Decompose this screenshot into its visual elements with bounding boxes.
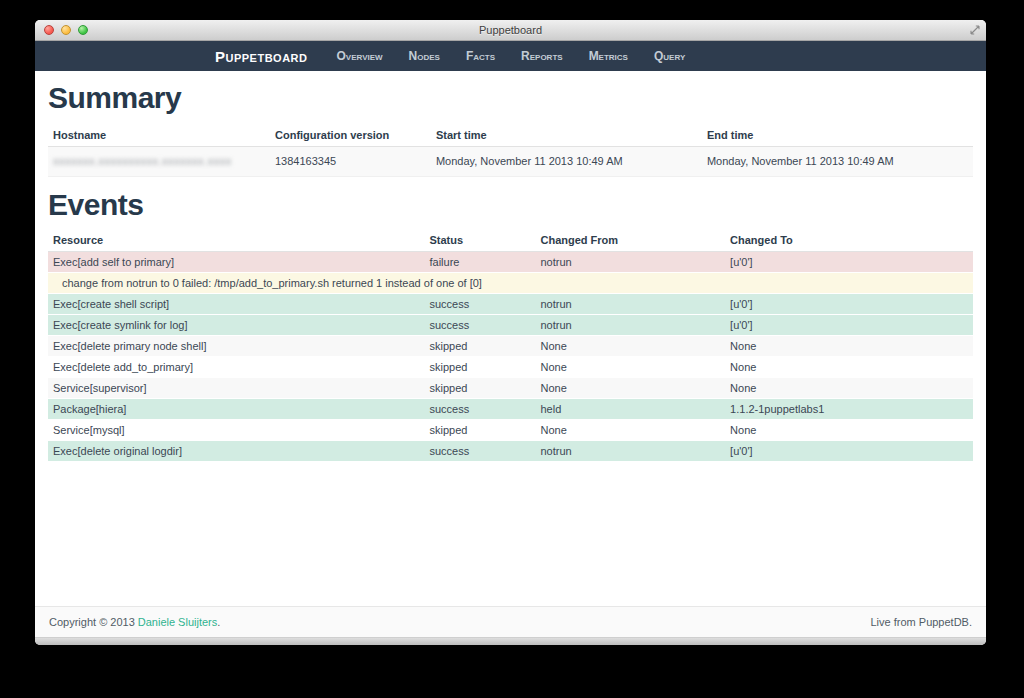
event-changed-from: notrun xyxy=(535,315,725,336)
author-link[interactable]: Daniele Sluijters xyxy=(138,616,217,628)
events-table: Resource Status Changed From Changed To … xyxy=(48,229,973,461)
col-status: Status xyxy=(424,229,535,252)
event-row: Exec[add self to primary]failurenotrun[u… xyxy=(48,252,973,273)
start-time-cell: Monday, November 11 2013 10:49 AM xyxy=(431,147,702,177)
event-status: skipped xyxy=(424,357,535,378)
event-changed-from: notrun xyxy=(535,294,725,315)
hostname-cell: xxxxxxx.xxxxxxxxxx.xxxxxxx.xxxx xyxy=(48,147,270,177)
configuration-version-cell: 1384163345 xyxy=(270,147,431,177)
event-changed-from: held xyxy=(535,399,725,420)
event-changed-from: None xyxy=(535,357,725,378)
event-message: change from notrun to 0 failed: /tmp/add… xyxy=(48,273,973,294)
end-time-cell: Monday, November 11 2013 10:49 AM xyxy=(702,147,973,177)
nav-item-nodes[interactable]: Nodes xyxy=(396,49,453,63)
fullscreen-icon[interactable] xyxy=(970,25,980,35)
col-hostname: Hostname xyxy=(48,124,270,147)
col-start-time: Start time xyxy=(431,124,702,147)
event-changed-from: None xyxy=(535,378,725,399)
event-changed-to: 1.1.2-1puppetlabs1 xyxy=(725,399,973,420)
event-status: success xyxy=(424,294,535,315)
copyright: Copyright © 2013Daniele Sluijters. xyxy=(49,616,220,628)
window-title: Puppetboard xyxy=(479,24,542,36)
event-row: Package[hiera]successheld1.1.2-1puppetla… xyxy=(48,399,973,420)
col-resource: Resource xyxy=(48,229,424,252)
event-changed-to: None xyxy=(725,357,973,378)
event-changed-to: [u'0'] xyxy=(725,441,973,462)
summary-header-row: Hostname Configuration version Start tim… xyxy=(48,124,973,147)
events-table-body: Exec[add self to primary]failurenotrun[u… xyxy=(48,252,973,462)
event-resource: Exec[delete original logdir] xyxy=(48,441,424,462)
event-resource: Exec[delete primary node shell] xyxy=(48,336,424,357)
col-configuration-version: Configuration version xyxy=(270,124,431,147)
event-changed-to: [u'0'] xyxy=(725,315,973,336)
col-changed-from: Changed From xyxy=(535,229,725,252)
col-changed-to: Changed To xyxy=(725,229,973,252)
event-status: skipped xyxy=(424,378,535,399)
puppetdb-status: Live from PuppetDB. xyxy=(871,616,973,628)
event-status: success xyxy=(424,315,535,336)
zoom-window-button[interactable] xyxy=(78,25,88,35)
event-changed-from: notrun xyxy=(535,252,725,273)
event-changed-to: [u'0'] xyxy=(725,294,973,315)
main-navbar: Puppetboard OverviewNodesFactsReportsMet… xyxy=(35,41,986,71)
event-changed-from: None xyxy=(535,420,725,441)
nav-item-overview[interactable]: Overview xyxy=(324,49,396,63)
event-row: Service[mysql]skippedNoneNone xyxy=(48,420,973,441)
event-resource: Package[hiera] xyxy=(48,399,424,420)
copyright-suffix: . xyxy=(217,616,220,628)
events-heading: Events xyxy=(48,188,973,222)
main-content: Summary Hostname Configuration version S… xyxy=(35,71,986,606)
copyright-text: Copyright © 2013 xyxy=(49,616,135,628)
event-changed-to: None xyxy=(725,378,973,399)
event-status: skipped xyxy=(424,336,535,357)
window-titlebar: Puppetboard xyxy=(35,20,986,41)
event-row: Exec[create shell script]successnotrun[u… xyxy=(48,294,973,315)
nav-item-facts[interactable]: Facts xyxy=(453,49,508,63)
event-resource: Exec[create symlink for log] xyxy=(48,315,424,336)
window-controls xyxy=(44,25,88,35)
event-changed-from: None xyxy=(535,336,725,357)
event-row: Exec[delete original logdir]successnotru… xyxy=(48,441,973,462)
nav-item-metrics[interactable]: Metrics xyxy=(576,49,641,63)
event-changed-to: [u'0'] xyxy=(725,252,973,273)
event-row: Service[supervisor]skippedNoneNone xyxy=(48,378,973,399)
event-resource: Exec[add self to primary] xyxy=(48,252,424,273)
hostname-redacted: xxxxxxx.xxxxxxxxxx.xxxxxxx.xxxx xyxy=(53,155,232,167)
event-resource: Service[mysql] xyxy=(48,420,424,441)
col-end-time: End time xyxy=(702,124,973,147)
nav-item-reports[interactable]: Reports xyxy=(508,49,576,63)
navbar-brand[interactable]: Puppetboard xyxy=(215,48,308,65)
event-resource: Service[supervisor] xyxy=(48,378,424,399)
desktop-background: Puppetboard Puppetboard OverviewNodesFac… xyxy=(0,0,1024,698)
summary-heading: Summary xyxy=(48,81,973,115)
summary-row: xxxxxxx.xxxxxxxxxx.xxxxxxx.xxxx 13841633… xyxy=(48,147,973,177)
event-status: success xyxy=(424,399,535,420)
nav-item-query[interactable]: Query xyxy=(641,49,698,63)
event-resource: Exec[delete add_to_primary] xyxy=(48,357,424,378)
window-bottom-edge xyxy=(35,637,986,645)
summary-table: Hostname Configuration version Start tim… xyxy=(48,124,973,177)
event-row: Exec[create symlink for log]successnotru… xyxy=(48,315,973,336)
navbar-items: OverviewNodesFactsReportsMetricsQuery xyxy=(324,49,699,63)
close-window-button[interactable] xyxy=(44,25,54,35)
event-status: failure xyxy=(424,252,535,273)
minimize-window-button[interactable] xyxy=(61,25,71,35)
event-status: skipped xyxy=(424,420,535,441)
event-changed-to: None xyxy=(725,420,973,441)
event-changed-to: None xyxy=(725,336,973,357)
event-status: success xyxy=(424,441,535,462)
browser-window: Puppetboard Puppetboard OverviewNodesFac… xyxy=(35,20,986,645)
event-message-row: change from notrun to 0 failed: /tmp/add… xyxy=(48,273,973,294)
events-header-row: Resource Status Changed From Changed To xyxy=(48,229,973,252)
event-changed-from: notrun xyxy=(535,441,725,462)
event-row: Exec[delete add_to_primary]skippedNoneNo… xyxy=(48,357,973,378)
event-row: Exec[delete primary node shell]skippedNo… xyxy=(48,336,973,357)
page-footer: Copyright © 2013Daniele Sluijters. Live … xyxy=(35,606,986,637)
event-resource: Exec[create shell script] xyxy=(48,294,424,315)
